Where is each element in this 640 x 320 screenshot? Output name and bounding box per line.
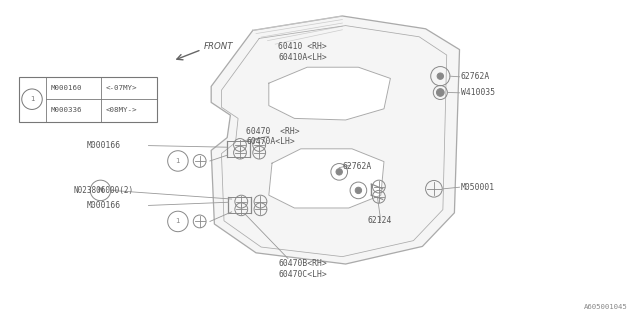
Text: 60410 <RH>: 60410 <RH> (278, 42, 327, 51)
Text: 1: 1 (175, 219, 180, 224)
Text: M000166: M000166 (86, 141, 120, 150)
Text: N: N (97, 188, 104, 193)
Text: 62762A: 62762A (342, 162, 372, 171)
Text: 62762A: 62762A (461, 72, 490, 81)
Text: 60470  <RH>: 60470 <RH> (246, 127, 300, 136)
FancyBboxPatch shape (19, 77, 157, 122)
Ellipse shape (436, 89, 444, 96)
Ellipse shape (437, 73, 444, 79)
Text: A605001045: A605001045 (584, 304, 627, 310)
Text: W410035: W410035 (461, 88, 495, 97)
Text: M000160: M000160 (51, 85, 82, 92)
Text: 62124: 62124 (368, 216, 392, 225)
Ellipse shape (336, 169, 342, 175)
Text: 60470A<LH>: 60470A<LH> (246, 137, 295, 146)
Text: N023806000(2): N023806000(2) (74, 186, 134, 195)
Text: 1: 1 (175, 158, 180, 164)
Text: 1: 1 (29, 96, 35, 102)
Text: <-07MY>: <-07MY> (106, 85, 137, 92)
Polygon shape (269, 149, 384, 208)
Text: FRONT: FRONT (204, 42, 233, 51)
Text: M000166: M000166 (86, 201, 120, 210)
Text: 60470C<LH>: 60470C<LH> (278, 270, 327, 279)
Polygon shape (269, 67, 390, 120)
Text: 60410A<LH>: 60410A<LH> (278, 53, 327, 62)
Ellipse shape (355, 187, 362, 194)
Polygon shape (211, 16, 460, 264)
Text: M000336: M000336 (51, 107, 82, 113)
Text: M050001: M050001 (461, 183, 495, 192)
Text: 60470B<RH>: 60470B<RH> (278, 260, 327, 268)
Text: <08MY->: <08MY-> (106, 107, 137, 113)
